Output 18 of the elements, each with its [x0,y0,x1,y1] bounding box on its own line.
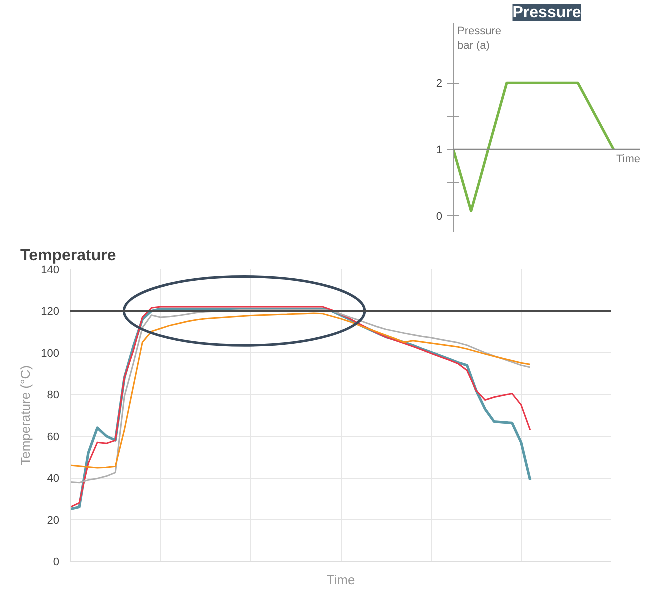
y-tick-label: 120 [41,306,60,318]
y-axis-title: Temperature (°C) [18,366,34,466]
y-tick-label: 100 [41,348,60,360]
y-tick-label: 80 [47,390,60,402]
x-axis-title: Time [616,154,641,166]
y-tick-label: 1 [436,144,443,157]
y-tick-label: 2 [436,78,443,90]
y-tick-label: 0 [53,556,60,568]
y-tick-label: 140 [41,264,60,276]
x-axis-title: Time [326,572,356,588]
line-series [454,82,616,213]
chart-title: Temperature [20,248,116,264]
y-tick-label: 20 [47,514,60,527]
y-tick-label: 60 [47,431,60,444]
chart-title: Pressure [512,4,582,22]
y-axis-title: Pressure bar (a) [458,26,502,52]
y-tick-label: 0 [436,210,443,223]
y-tick-label: 40 [47,473,60,486]
